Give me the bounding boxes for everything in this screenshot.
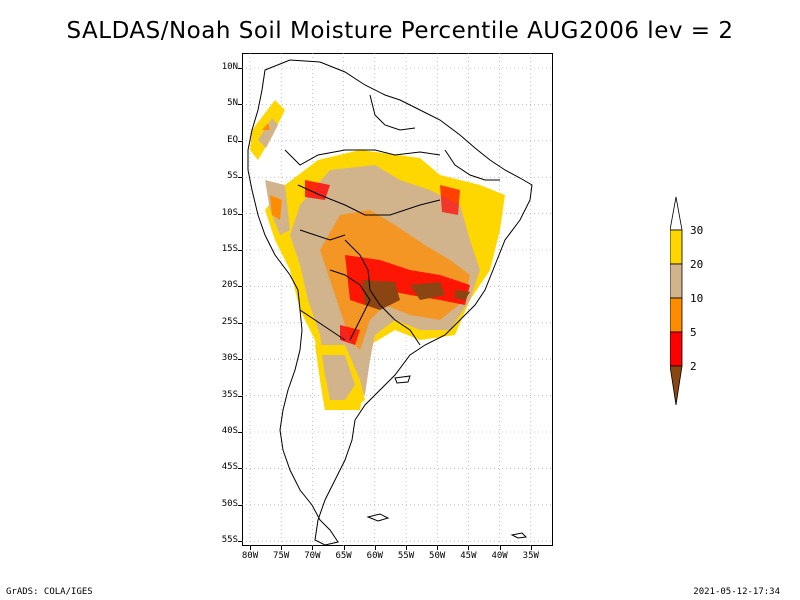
lon-tick (250, 546, 251, 550)
lat-tick (238, 104, 242, 106)
lat-label-eq: EQ (227, 134, 238, 145)
legend-label-20: 20 (690, 258, 704, 271)
lon-label-80w: 80W (241, 551, 259, 561)
lon-tick (281, 546, 283, 550)
lat-label-10n: 10N (221, 62, 238, 72)
footer-timestamp: 2021-05-12-17:34 (693, 587, 780, 597)
percentile-field (250, 100, 505, 410)
lat-label-20s: 20S (221, 280, 238, 291)
lat-tick (238, 140, 242, 142)
lat-tick (238, 504, 242, 506)
lon-tick (343, 546, 345, 550)
lon-tick (406, 546, 407, 550)
legend-label-2: 2 (690, 360, 697, 373)
lat-label-50s: 50S (221, 498, 238, 509)
lat-label-5s: 5S (227, 171, 238, 182)
lat-label-40s: 40S (221, 426, 238, 436)
lon-label-70w: 70W (304, 551, 321, 561)
lon-label-60w: 60W (366, 551, 383, 561)
lon-tick (530, 546, 532, 550)
lat-tick (238, 177, 242, 179)
lon-label-45w: 45W (460, 551, 477, 561)
legend-band-above-30 (670, 196, 683, 231)
lat-tick (238, 432, 242, 433)
lat-label-35s: 35S (221, 389, 238, 400)
lon-label-40w: 40W (491, 551, 508, 561)
lat-label-10s: 10S (221, 207, 238, 218)
lat-tick (238, 250, 242, 251)
lat-tick (238, 286, 242, 288)
legend-band-20-30 (670, 229, 683, 265)
legend-label-5: 5 (690, 326, 697, 339)
legend-band-below-2 (670, 365, 683, 406)
lat-label-55s: 55S (221, 535, 238, 546)
lat-tick (238, 395, 242, 397)
lat-tick (238, 213, 242, 215)
lon-tick (437, 546, 439, 550)
lon-label-65w: 65W (335, 551, 352, 561)
lat-label-25s: 25S (221, 316, 238, 327)
coastline (247, 59, 533, 546)
legend-label-30: 30 (690, 224, 704, 237)
islands (366, 375, 528, 539)
lon-label-55w: 55W (397, 551, 415, 561)
lat-label-5n: 5N (227, 98, 238, 109)
lat-tick (238, 541, 242, 543)
color-legend (670, 196, 683, 406)
lon-tick (468, 546, 470, 550)
lat-label-45s: 45S (221, 462, 238, 473)
lon-label-35w: 35W (522, 551, 539, 561)
lat-tick (238, 68, 242, 69)
lat-tick (238, 468, 242, 470)
legend-band-2-5 (670, 331, 683, 367)
lon-tick (374, 546, 376, 550)
legend-band-10-20 (670, 263, 683, 299)
lon-tick (312, 546, 314, 550)
lon-label-75w: 75W (273, 551, 290, 561)
lon-tick (499, 546, 501, 550)
legend-band-5-10 (670, 297, 683, 333)
lat-label-30s: 30S (221, 353, 238, 364)
lat-label-15s: 15S (221, 244, 238, 254)
footer-credit: GrADS: COLA/IGES (6, 587, 93, 597)
lon-label-50w: 50W (429, 551, 446, 561)
legend-label-10: 10 (690, 292, 704, 305)
lat-tick (238, 322, 242, 324)
lat-tick (238, 359, 242, 361)
map-title: SALDAS/Noah Soil Moisture Percentile AUG… (66, 18, 734, 44)
